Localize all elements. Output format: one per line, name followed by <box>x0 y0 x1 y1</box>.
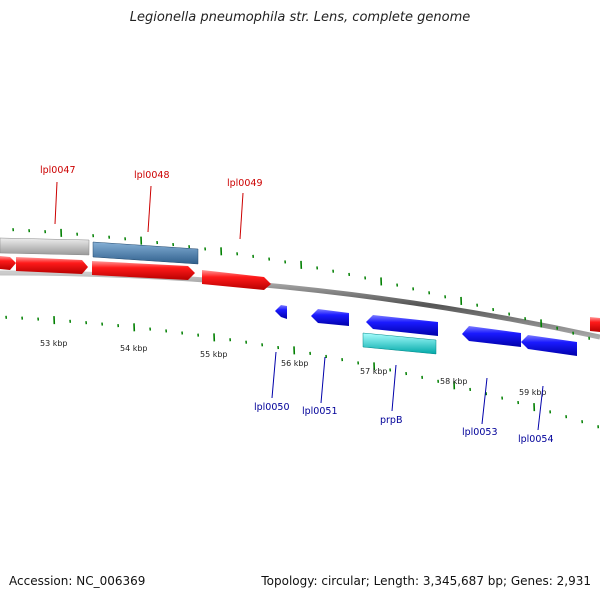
tick-labels: 53 kbp 54 kbp 55 kbp 56 kbp 57 kbp 58 kb… <box>40 339 547 397</box>
gene-label-lpl0053[interactable]: lpl0053 <box>462 427 498 438</box>
reverse-cds-arrow[interactable] <box>366 315 438 336</box>
gene-label-lpl0049[interactable]: lpl0049 <box>227 178 263 189</box>
gene-label-lpl0051[interactable]: lpl0051 <box>302 406 338 417</box>
gene-label-lpl0054[interactable]: lpl0054 <box>518 434 554 445</box>
reverse-cds-arrow[interactable] <box>521 335 577 356</box>
gene-label-lpl0047[interactable]: lpl0047 <box>40 165 76 176</box>
tick-label-56kbp: 56 kbp <box>281 359 309 368</box>
feature-pseudogene[interactable] <box>0 237 90 256</box>
gene-label-prpb[interactable]: prpB <box>380 415 402 426</box>
tick-label-53kbp: 53 kbp <box>40 339 68 348</box>
feature-rna[interactable] <box>92 241 199 265</box>
accession-text: Accession: NC_006369 <box>9 574 146 588</box>
forward-cds-arrow[interactable] <box>0 256 16 270</box>
reverse-cds-arrow[interactable] <box>275 305 287 319</box>
forward-cds-arrow[interactable] <box>202 270 271 290</box>
tick-label-54kbp: 54 kbp <box>120 344 148 353</box>
forward-label-leaders <box>54 181 244 240</box>
gene-label-lpl0050[interactable]: lpl0050 <box>254 402 290 413</box>
outer-tick-row <box>12 228 591 340</box>
feature-prpb-highlight[interactable] <box>362 332 437 355</box>
reverse-cds-track <box>275 305 577 356</box>
reverse-cds-arrow[interactable] <box>462 326 521 347</box>
forward-cds-arrow[interactable] <box>590 317 600 332</box>
tick-label-58kbp: 58 kbp <box>440 377 468 386</box>
tick-label-55kbp: 55 kbp <box>200 350 228 359</box>
inner-tick-row <box>5 315 600 429</box>
reverse-cds-arrow[interactable] <box>311 309 349 326</box>
map-title: Legionella pneumophila str. Lens, comple… <box>129 10 471 25</box>
forward-cds-arrow[interactable] <box>92 261 195 280</box>
reverse-label-leaders <box>271 351 544 431</box>
genome-backbone <box>0 270 600 340</box>
forward-cds-arrow[interactable] <box>16 257 88 274</box>
genome-summary-text: Topology: circular; Length: 3,345,687 bp… <box>261 574 591 588</box>
forward-cds-track <box>0 256 600 332</box>
gene-label-lpl0048[interactable]: lpl0048 <box>134 170 170 181</box>
tick-label-59kbp: 59 kbp <box>519 388 547 397</box>
tick-label-57kbp: 57 kbp <box>360 367 388 376</box>
